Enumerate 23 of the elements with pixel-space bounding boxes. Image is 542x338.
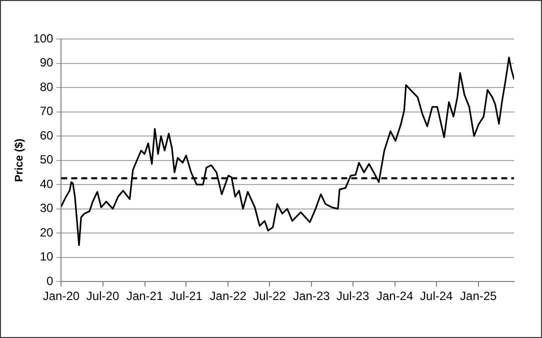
x-tick-label: Jan-21 bbox=[126, 289, 164, 304]
y-tick-label: 50 bbox=[40, 152, 54, 167]
x-tick-label: Jul-23 bbox=[336, 289, 370, 304]
y-tick-label: 70 bbox=[40, 104, 54, 118]
y-tick-label: 80 bbox=[40, 80, 54, 94]
x-tick-label: Jan-22 bbox=[210, 289, 247, 304]
x-tick-label: Jul-21 bbox=[170, 289, 203, 304]
x-tick-label: Jan-20 bbox=[42, 289, 80, 304]
x-tick-label: Jul-24 bbox=[420, 289, 454, 304]
y-axis-title: Price ($) bbox=[14, 138, 26, 182]
y-tick-label: 0 bbox=[46, 274, 54, 288]
y-tick-label: 20 bbox=[40, 225, 54, 240]
x-tick-label: Jul-20 bbox=[86, 289, 120, 304]
y-tick-label: 40 bbox=[40, 176, 54, 191]
y-tick-label: 10 bbox=[40, 250, 54, 264]
x-tick-label: Jul-22 bbox=[253, 289, 286, 304]
x-tick-label: Jan-24 bbox=[376, 289, 414, 304]
y-tick-label: 60 bbox=[40, 128, 54, 142]
x-tick-label: Jan-23 bbox=[293, 289, 330, 304]
y-tick-label: 30 bbox=[40, 201, 54, 216]
x-tick-label: Jan-25 bbox=[460, 289, 498, 304]
y-tick-label: 90 bbox=[40, 56, 54, 70]
y-tick-label: 100 bbox=[33, 31, 54, 46]
